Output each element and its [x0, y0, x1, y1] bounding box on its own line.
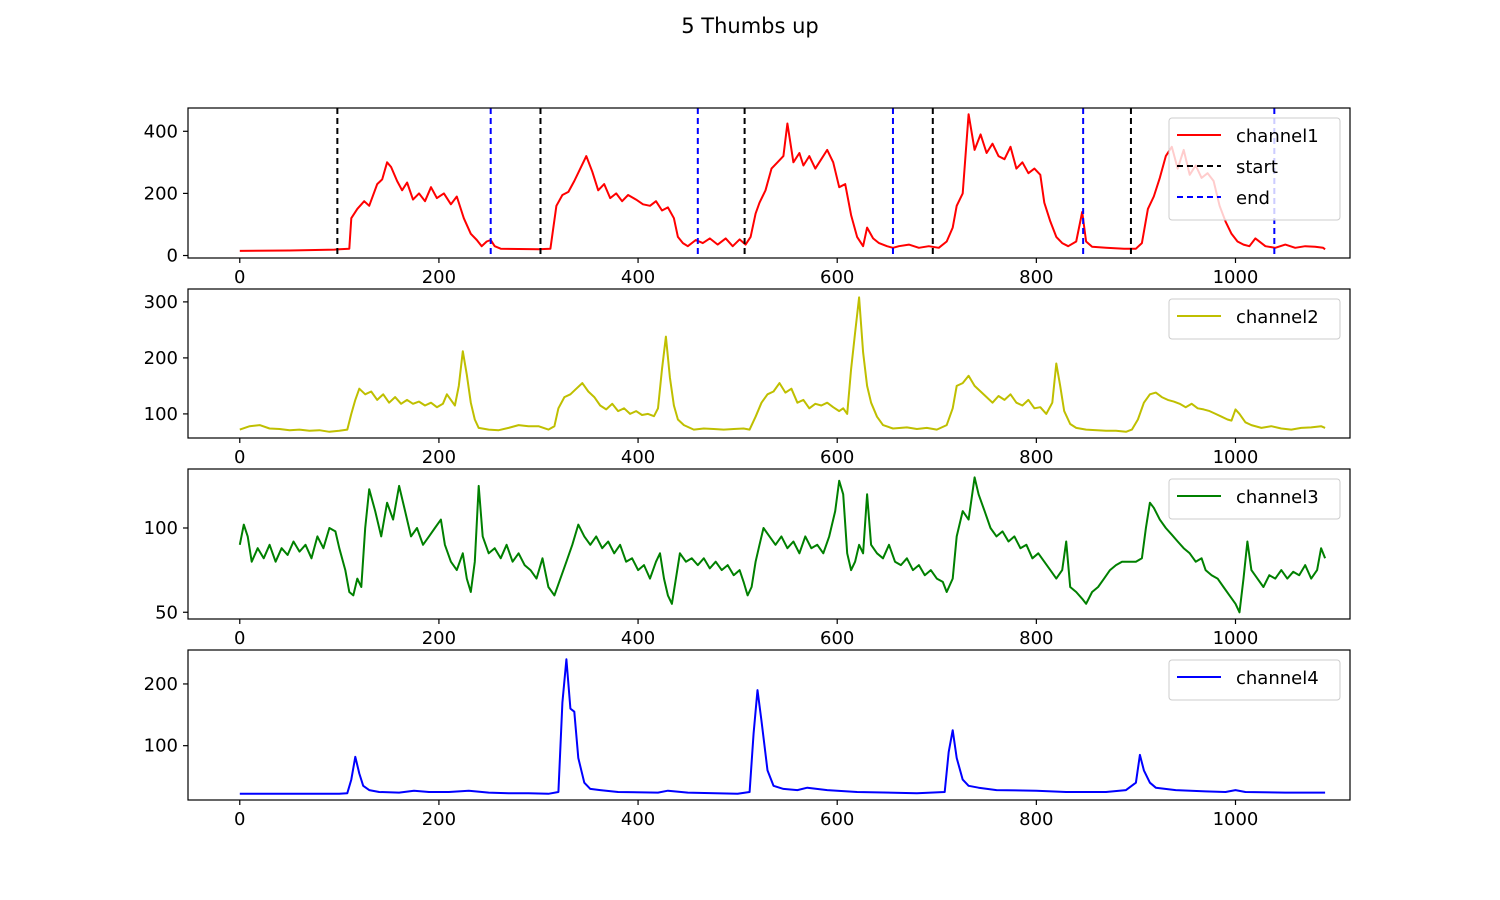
- series-line-channel1: [239, 113, 1326, 252]
- legend: channel3: [1168, 478, 1341, 520]
- x-tick-label: 1000: [1213, 809, 1259, 830]
- x-tick-label: 0: [234, 267, 245, 288]
- x-tick-label: 400: [621, 628, 655, 649]
- y-tick-label: 200: [144, 348, 178, 369]
- y-tick-label: 100: [144, 404, 178, 425]
- y-tick-label: 400: [144, 121, 178, 142]
- x-tick-label: 800: [1019, 267, 1053, 288]
- plot-area: [239, 658, 1326, 795]
- axes-frame: [187, 468, 1351, 620]
- y-tick-label: 200: [144, 674, 178, 695]
- legend: channel2: [1168, 298, 1341, 340]
- series-line-channel4: [239, 658, 1326, 795]
- subplot-2: 0 200 400 600 800 1000 100 200 300 channel2: [144, 288, 1351, 468]
- legend-label-start: start: [1236, 157, 1278, 178]
- x-tick-label: 400: [621, 809, 655, 830]
- legend-label-channel3: channel3: [1236, 487, 1319, 508]
- legend-box: [1168, 478, 1341, 520]
- y-tick-label: 50: [155, 602, 178, 623]
- x-tick-label: 600: [820, 809, 854, 830]
- subplot-4: 0 200 400 600 800 1000 100 200 channel4: [144, 649, 1351, 830]
- x-tick-label: 1000: [1213, 628, 1259, 649]
- figure-title: 5 Thumbs up: [681, 14, 819, 38]
- x-tick-label: 0: [234, 809, 245, 830]
- legend-box: [1168, 117, 1341, 221]
- x-tick-label: 1000: [1213, 447, 1259, 468]
- y-tick-label: 100: [144, 736, 178, 757]
- x-tick-label: 1000: [1213, 267, 1259, 288]
- legend-label-end: end: [1236, 188, 1270, 209]
- legend-box: [1168, 659, 1341, 701]
- x-tick-label: 600: [820, 447, 854, 468]
- x-tick-label: 600: [820, 628, 854, 649]
- x-tick-label: 200: [422, 267, 456, 288]
- x-tick-label: 200: [422, 628, 456, 649]
- x-tick-label: 200: [422, 447, 456, 468]
- plot-area: [238, 476, 1327, 614]
- x-tick-label: 800: [1019, 447, 1053, 468]
- x-tick-label: 400: [621, 267, 655, 288]
- series-line-channel3: [238, 476, 1327, 614]
- subplot-3: 0 200 400 600 800 1000 50 100 channel3: [144, 468, 1351, 649]
- axes-frame: [187, 107, 1351, 259]
- x-tick-label: 200: [422, 809, 456, 830]
- legend: channel1 start end: [1168, 117, 1341, 221]
- x-tick-label: 0: [234, 447, 245, 468]
- plot-area: [239, 296, 1326, 433]
- legend-label-channel2: channel2: [1236, 307, 1319, 328]
- y-tick-label: 0: [167, 246, 178, 267]
- legend-label-channel1: channel1: [1236, 126, 1319, 147]
- x-tick-label: 0: [234, 628, 245, 649]
- axes-frame: [187, 288, 1351, 439]
- y-tick-label: 300: [144, 292, 178, 313]
- series-line-channel2: [239, 296, 1326, 433]
- legend-box: [1168, 298, 1341, 340]
- subplot-1: 0 200 400 600 800 1000 0 200 400 channel1 start end: [144, 107, 1351, 288]
- y-tick-label: 200: [144, 183, 178, 204]
- x-tick-label: 600: [820, 267, 854, 288]
- y-tick-label: 100: [144, 518, 178, 539]
- legend: channel4: [1168, 659, 1341, 701]
- x-tick-label: 400: [621, 447, 655, 468]
- plot-area: [239, 108, 1326, 258]
- axes-frame: [187, 649, 1351, 801]
- x-tick-label: 800: [1019, 809, 1053, 830]
- x-tick-label: 800: [1019, 628, 1053, 649]
- legend-label-channel4: channel4: [1236, 668, 1319, 689]
